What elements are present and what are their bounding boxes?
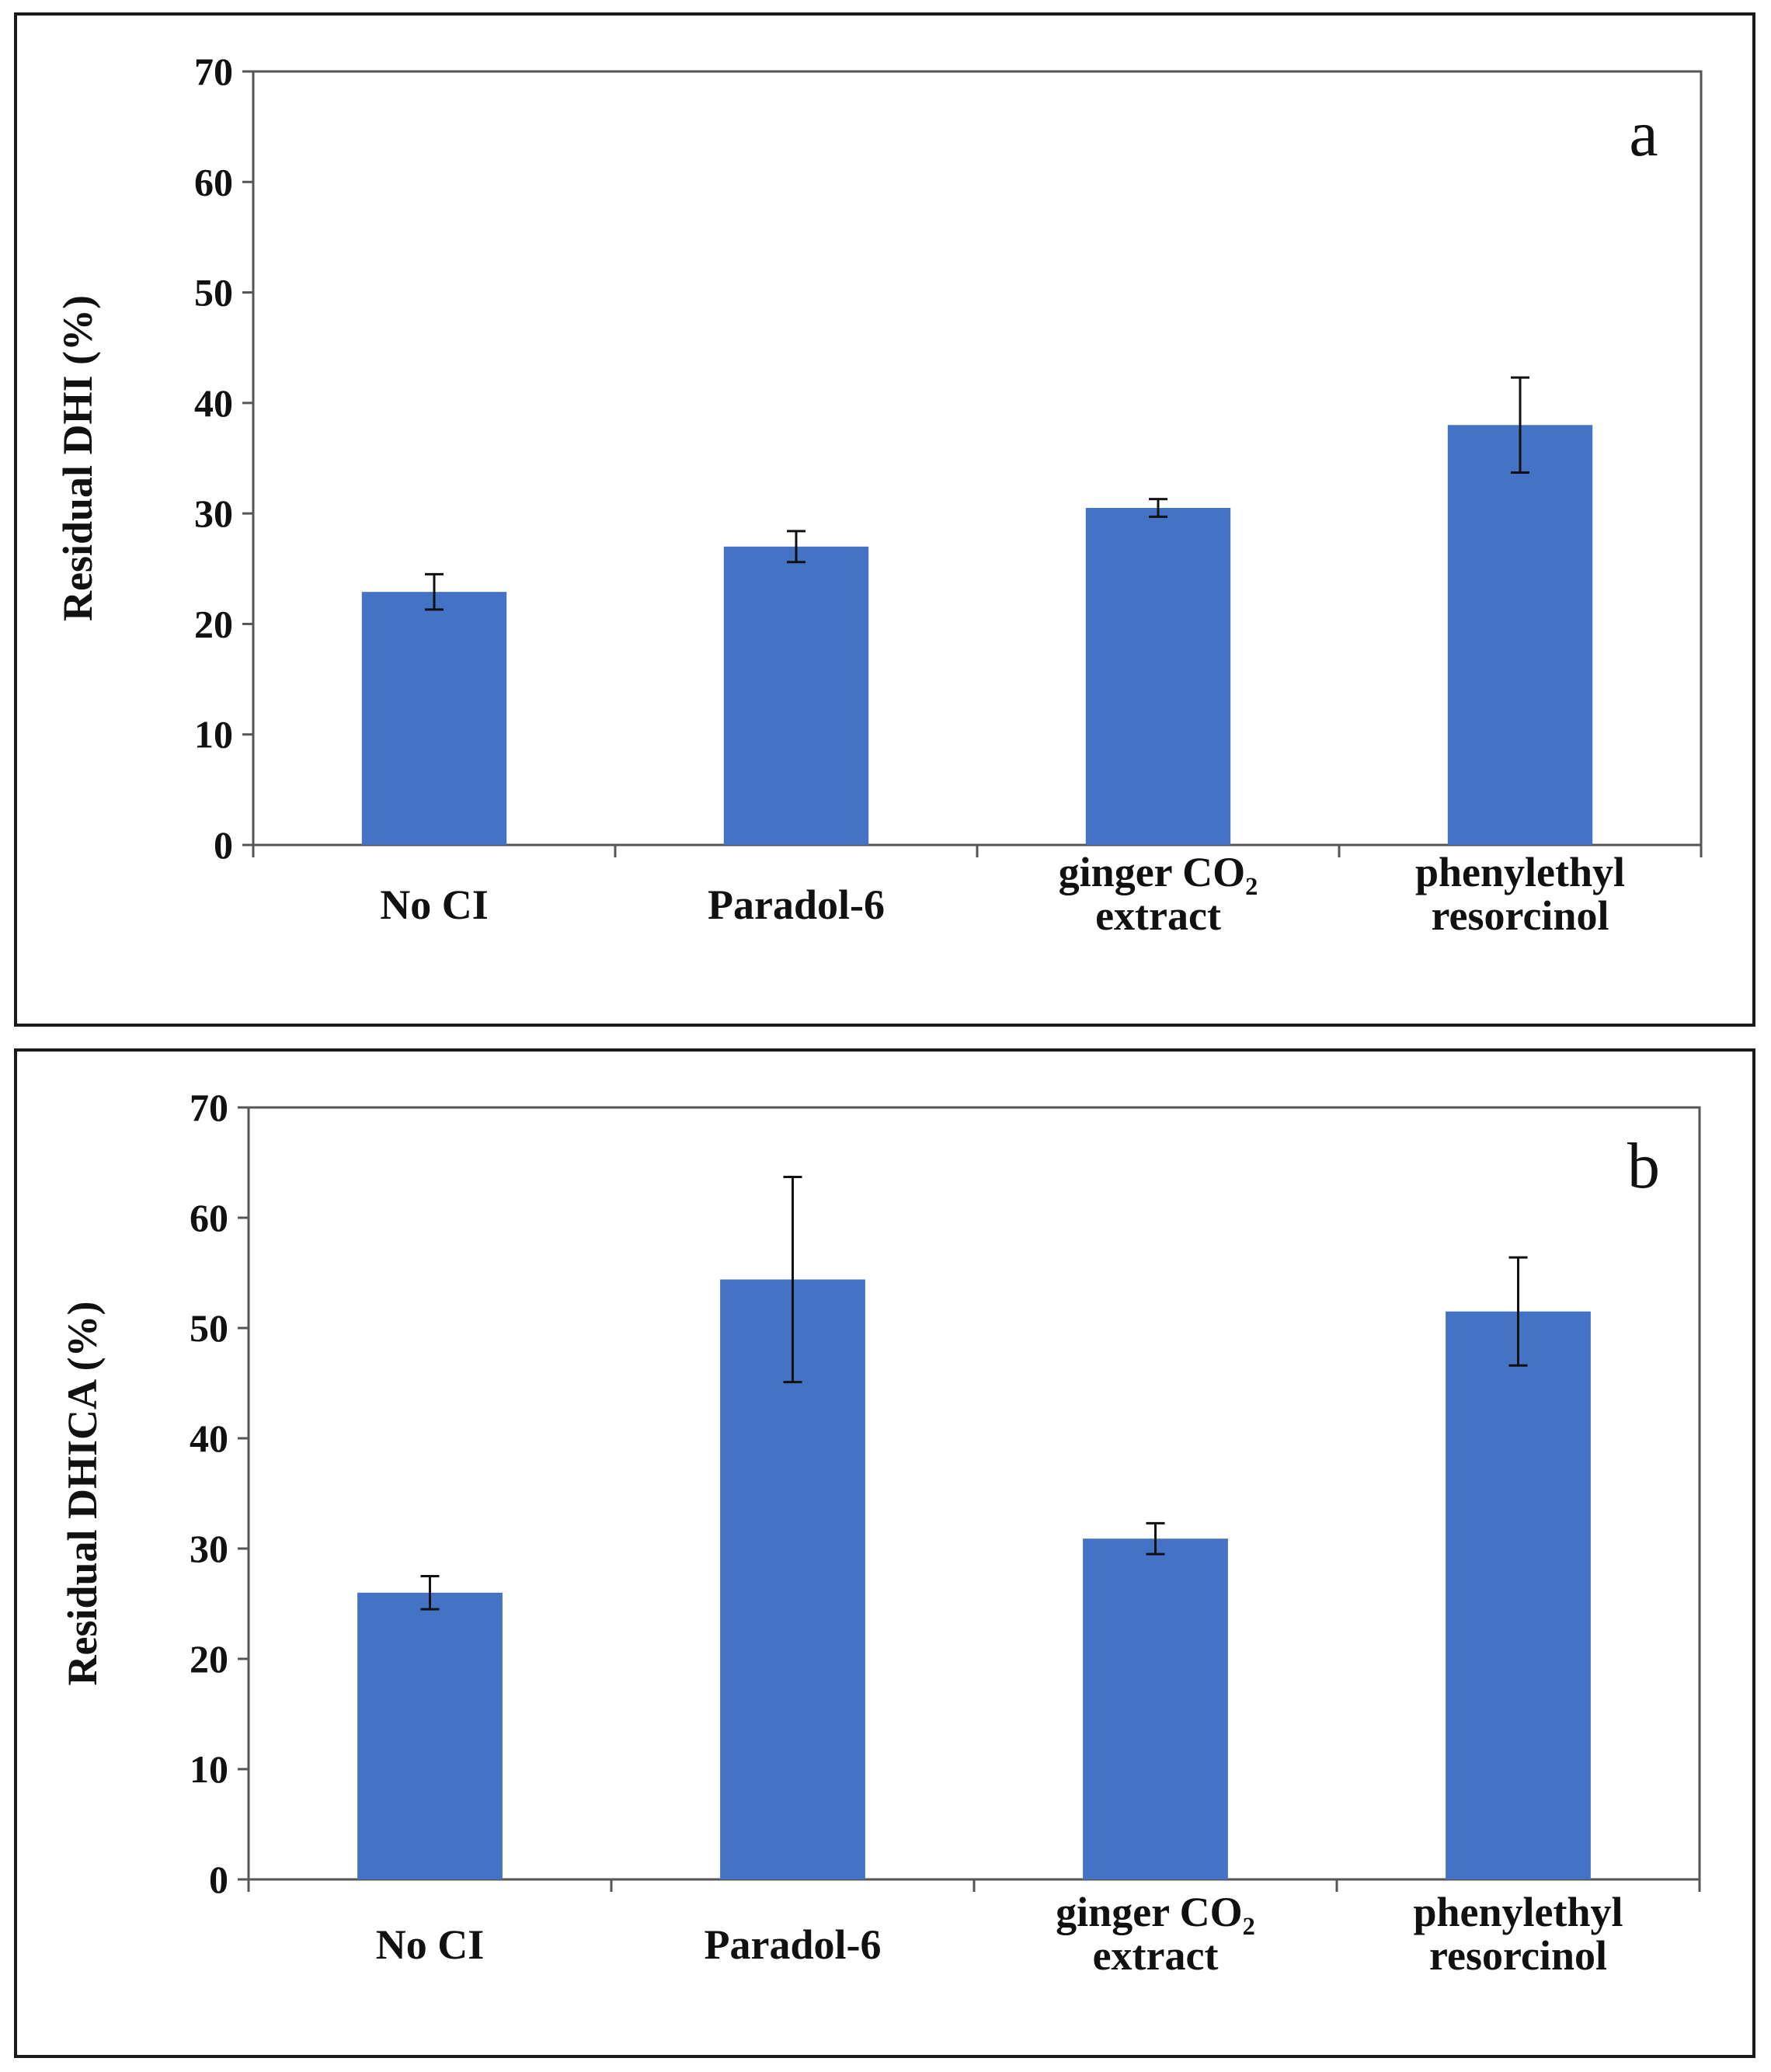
x-category-label: ginger CO₂ [1059, 849, 1258, 895]
y-axis-label: Residual DHICA (%) [59, 1301, 106, 1685]
bar [361, 592, 507, 845]
bar [1447, 425, 1593, 845]
y-tick-label: 50 [190, 1306, 228, 1350]
y-tick-label: 50 [194, 271, 233, 315]
x-category-label: phenylethyl [1415, 849, 1625, 895]
y-tick-label: 40 [194, 381, 233, 425]
x-category-label: No CI [380, 881, 489, 928]
panel-label: b [1627, 1130, 1660, 1202]
y-tick-label: 60 [190, 1196, 228, 1239]
y-tick-label: 30 [194, 492, 233, 535]
bar [357, 1592, 503, 1879]
y-tick-label: 10 [190, 1747, 228, 1791]
y-tick-label: 10 [194, 713, 233, 756]
bar [1083, 1538, 1228, 1879]
x-category-label: resorcinol [1432, 892, 1609, 939]
bar-chart-a: 0 10 20 30 40 50 60 70 No CI Paradol-6 ginger CO₂e… [54, 50, 1703, 939]
bar [1085, 508, 1231, 845]
bar [723, 546, 869, 845]
x-category-label: extract [1095, 892, 1221, 939]
y-tick-label: 0 [209, 1858, 228, 1901]
bar [1446, 1311, 1591, 1879]
y-tick-label: 30 [190, 1527, 228, 1570]
chart-panel-b: 0 10 20 30 40 50 60 70 No CI Paradol-6 ginger CO₂ e… [14, 1048, 1755, 2058]
x-category-label: phenylethyl [1413, 1889, 1623, 1935]
x-category-label: No CI [376, 1921, 485, 1968]
y-tick-label: 60 [194, 160, 233, 203]
bar-chart-b: 0 10 20 30 40 50 60 70 No CI Paradol-6 ginger CO₂e… [59, 1086, 1701, 1979]
y-tick-label: 70 [190, 1086, 228, 1129]
x-category-label: Paradol-6 [708, 881, 885, 928]
y-tick-label: 20 [190, 1637, 228, 1681]
x-category-label: extract [1093, 1932, 1219, 1979]
x-category-label: resorcinol [1429, 1932, 1607, 1979]
panel-label: a [1629, 98, 1658, 170]
y-axis-label: Residual DHI (%) [54, 295, 101, 621]
chart-panel-a: 0 10 20 30 40 50 60 70 No CI Paradol-6 ginger CO₂ e… [14, 12, 1755, 1027]
x-category-label: ginger CO₂ [1056, 1889, 1255, 1935]
y-tick-label: 0 [214, 823, 233, 867]
y-tick-label: 40 [190, 1417, 228, 1460]
x-category-label: Paradol-6 [705, 1921, 882, 1968]
y-tick-label: 70 [194, 50, 233, 93]
y-tick-label: 20 [194, 602, 233, 645]
